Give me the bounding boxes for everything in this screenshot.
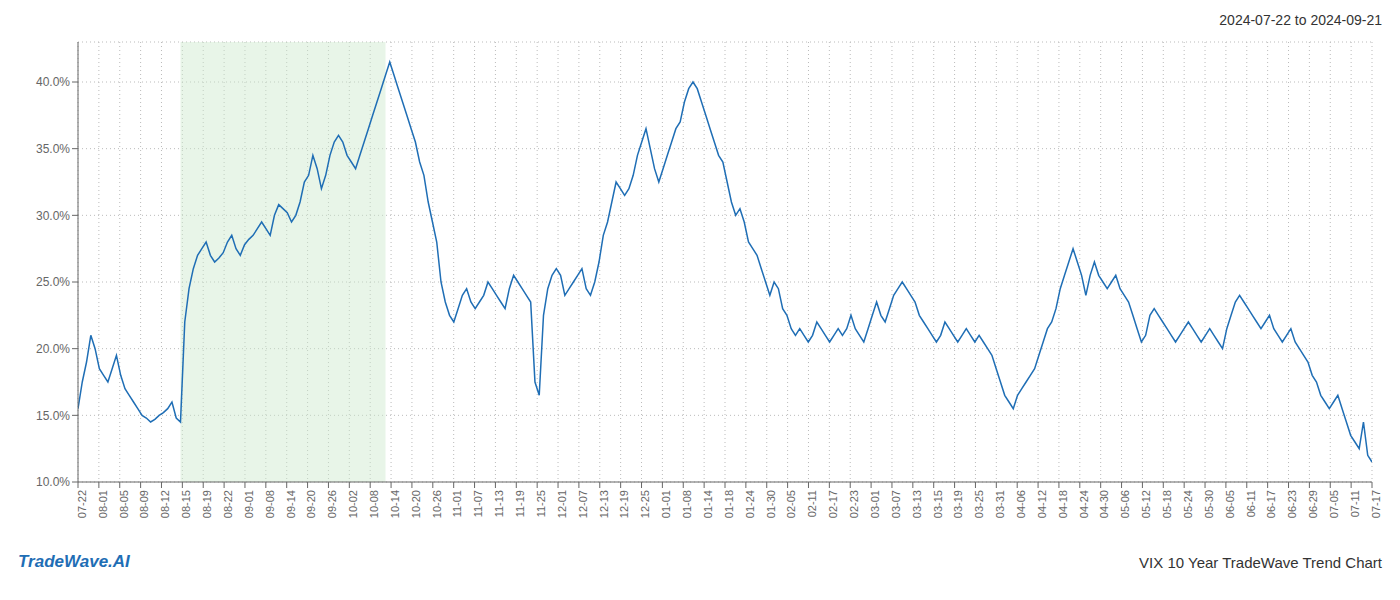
svg-text:12-25: 12-25 (639, 490, 651, 518)
svg-text:02-11: 02-11 (806, 490, 818, 517)
svg-text:11-13: 11-13 (493, 490, 505, 517)
svg-text:04-18: 04-18 (1057, 490, 1069, 518)
svg-text:04-30: 04-30 (1098, 490, 1110, 518)
svg-text:06-05: 06-05 (1224, 490, 1236, 518)
svg-text:01-18: 01-18 (723, 490, 735, 518)
svg-text:08-15: 08-15 (180, 490, 192, 518)
svg-text:03-25: 03-25 (973, 490, 985, 518)
svg-text:10-02: 10-02 (347, 490, 359, 518)
svg-text:06-11: 06-11 (1245, 490, 1257, 517)
svg-text:08-01: 08-01 (97, 490, 109, 518)
svg-text:15.0%: 15.0% (36, 409, 70, 423)
svg-text:09-01: 09-01 (243, 490, 255, 518)
svg-text:01-14: 01-14 (702, 490, 714, 518)
svg-text:07-05: 07-05 (1328, 490, 1340, 518)
svg-text:08-19: 08-19 (201, 490, 213, 518)
svg-text:03-15: 03-15 (932, 490, 944, 518)
svg-text:11-19: 11-19 (514, 490, 526, 517)
svg-text:30.0%: 30.0% (36, 209, 70, 223)
svg-text:05-24: 05-24 (1182, 490, 1194, 518)
svg-text:07-22: 07-22 (76, 490, 88, 518)
svg-text:02-17: 02-17 (827, 490, 839, 518)
svg-text:10-20: 10-20 (410, 490, 422, 518)
svg-text:07-17: 07-17 (1370, 490, 1382, 518)
html-text:VIX 10 Year TradeWave Trend Ch: VIX 10 Year TradeWave Trend Chart (1139, 553, 1382, 571)
svg-text:12-01: 12-01 (556, 490, 568, 518)
svg-text:11-25: 11-25 (535, 490, 547, 517)
svg-text:01-24: 01-24 (744, 490, 756, 518)
svg-text:03-31: 03-31 (994, 490, 1006, 518)
svg-text:03-01: 03-01 (869, 490, 881, 518)
svg-text:03-07: 03-07 (890, 490, 902, 518)
svg-text:01-08: 01-08 (681, 490, 693, 518)
svg-text:35.0%: 35.0% (36, 142, 70, 156)
html-text:2024-07-22 to 2024-09-21: 2024-07-22 to 2024-09-21 (1219, 12, 1382, 28)
svg-text:02-05: 02-05 (785, 490, 797, 518)
svg-text:07-11: 07-11 (1349, 490, 1361, 517)
svg-text:01-01: 01-01 (660, 490, 672, 518)
svg-text:10-14: 10-14 (389, 490, 401, 518)
svg-text:06-17: 06-17 (1265, 490, 1277, 518)
svg-text:09-26: 09-26 (326, 490, 338, 518)
svg-text:09-20: 09-20 (305, 490, 317, 518)
svg-text:09-08: 09-08 (264, 490, 276, 518)
svg-text:03-19: 03-19 (952, 490, 964, 518)
svg-text:25.0%: 25.0% (36, 275, 70, 289)
svg-text:10.0%: 10.0% (36, 475, 70, 489)
svg-text:20.0%: 20.0% (36, 342, 70, 356)
svg-text:04-06: 04-06 (1015, 490, 1027, 518)
svg-text:05-12: 05-12 (1140, 490, 1152, 518)
svg-text:06-23: 06-23 (1286, 490, 1298, 518)
svg-text:12-13: 12-13 (598, 490, 610, 518)
svg-text:12-07: 12-07 (577, 490, 589, 518)
svg-text:12-19: 12-19 (618, 490, 630, 518)
svg-text:03-13: 03-13 (911, 490, 923, 518)
svg-text:04-24: 04-24 (1078, 490, 1090, 518)
svg-text:08-12: 08-12 (159, 490, 171, 518)
html-text:TradeWave.AI: TradeWave.AI (18, 552, 130, 571)
svg-text:09-14: 09-14 (285, 490, 297, 518)
svg-text:08-22: 08-22 (222, 490, 234, 518)
svg-text:40.0%: 40.0% (36, 75, 70, 89)
svg-text:06-29: 06-29 (1307, 490, 1319, 518)
svg-text:10-26: 10-26 (431, 490, 443, 518)
svg-text:08-05: 08-05 (118, 490, 130, 518)
svg-text:01-30: 01-30 (765, 490, 777, 518)
svg-text:04-12: 04-12 (1036, 490, 1048, 518)
svg-text:11-01: 11-01 (451, 490, 463, 517)
svg-text:08-09: 08-09 (138, 490, 150, 518)
svg-text:10-08: 10-08 (368, 490, 380, 518)
svg-text:05-18: 05-18 (1161, 490, 1173, 518)
svg-text:05-06: 05-06 (1119, 490, 1131, 518)
svg-text:05-30: 05-30 (1203, 490, 1215, 518)
svg-text:02-23: 02-23 (848, 490, 860, 518)
svg-text:11-07: 11-07 (472, 490, 484, 517)
